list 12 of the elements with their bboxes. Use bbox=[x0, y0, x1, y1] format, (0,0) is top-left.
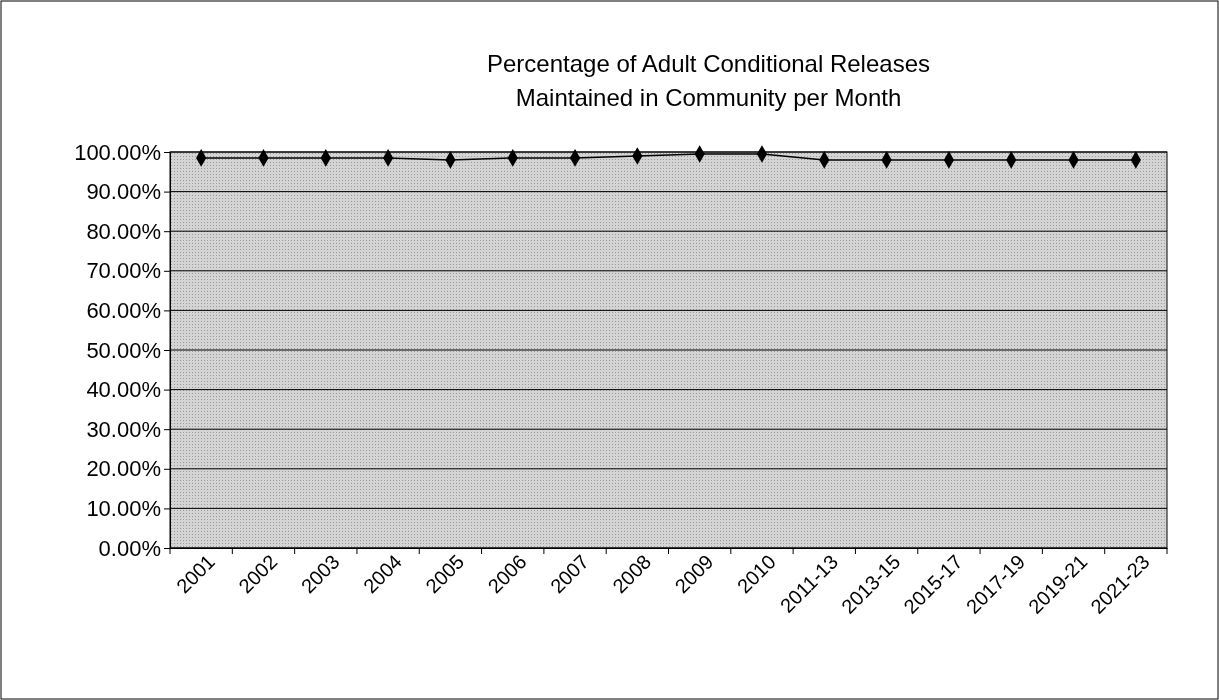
y-tick-label: 80.00% bbox=[86, 218, 161, 244]
y-tick-label: 20.00% bbox=[86, 456, 161, 482]
y-tick-label: 0.00% bbox=[98, 535, 161, 561]
y-tick-label: 30.00% bbox=[86, 416, 161, 442]
y-tick-label: 60.00% bbox=[86, 297, 161, 323]
y-tick-label: 90.00% bbox=[86, 179, 161, 205]
y-tick-label: 50.00% bbox=[86, 337, 161, 363]
y-tick-label: 100.00% bbox=[74, 139, 161, 165]
y-tick-label: 40.00% bbox=[86, 377, 161, 403]
y-tick-label: 70.00% bbox=[86, 258, 161, 284]
chart-title: Percentage of Adult Conditional Releases Maintained in Community per Month bbox=[487, 50, 930, 111]
y-tick-label: 10.00% bbox=[86, 495, 161, 521]
